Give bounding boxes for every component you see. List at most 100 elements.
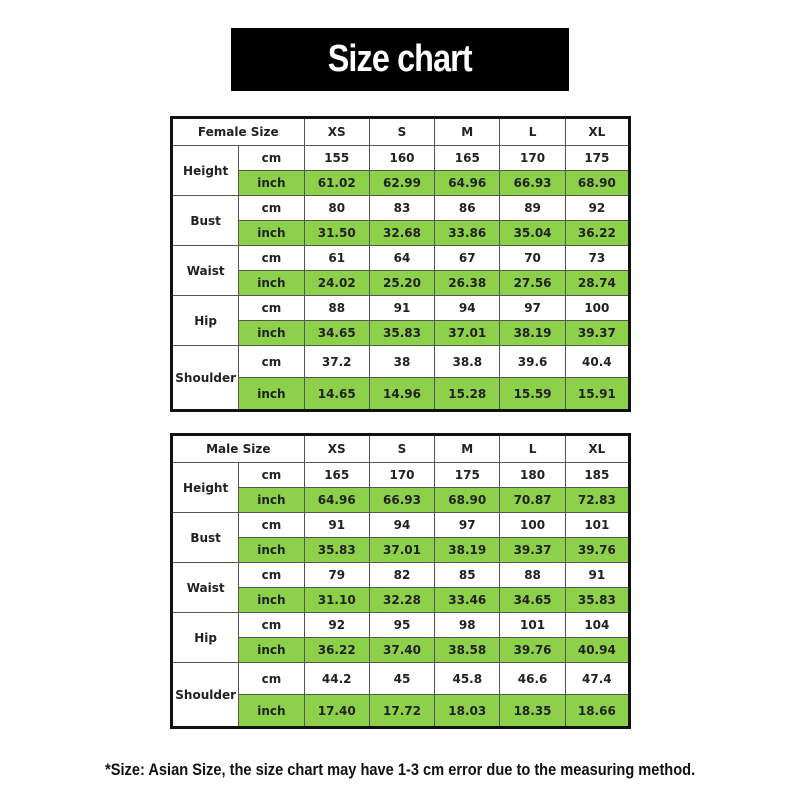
table-row: Height cm 165 170 175 180 185 — [170, 462, 631, 513]
cm-value: 101 — [564, 512, 631, 538]
cm-value: 70 — [499, 245, 566, 271]
cm-value: 38.8 — [434, 345, 501, 378]
size-header: L — [499, 434, 566, 463]
cm-value: 185 — [564, 462, 631, 488]
cm-value: 94 — [434, 295, 501, 321]
cm-value: 46.6 — [499, 662, 566, 695]
page-title: Size chart — [231, 28, 569, 91]
inch-value: 17.40 — [303, 694, 370, 728]
table-row: Shoulder cm 37.2 38 38.8 39.6 40.4 — [170, 345, 631, 411]
inch-value: 37.01 — [434, 320, 501, 346]
table-row: Bust cm 80 83 86 89 92 — [170, 195, 631, 246]
table-row: inch 24.02 25.20 26.38 27.56 28.74 — [172, 270, 631, 296]
cm-value: 92 — [303, 612, 370, 638]
unit-label: inch — [238, 487, 305, 513]
inch-value: 35.83 — [303, 537, 370, 563]
table-row: inch 36.22 37.40 38.58 39.76 40.94 — [172, 637, 631, 663]
inch-value: 31.50 — [303, 220, 370, 246]
cm-value: 89 — [499, 195, 566, 221]
table-row: inch 31.50 32.68 33.86 35.04 36.22 — [172, 220, 631, 246]
inch-value: 38.58 — [434, 637, 501, 663]
unit-label: cm — [238, 512, 305, 538]
cm-value: 45 — [368, 662, 436, 695]
inch-value: 33.86 — [434, 220, 501, 246]
measurement-label: Hip — [170, 612, 240, 663]
cm-value: 88 — [499, 562, 566, 588]
cm-value: 92 — [564, 195, 631, 221]
cm-value: 47.4 — [564, 662, 631, 695]
size-header: XL — [564, 117, 631, 146]
table-row: Waist cm 61 64 67 70 73 — [170, 245, 631, 296]
table-row: inch 31.10 32.28 33.46 34.65 35.83 — [172, 587, 631, 613]
cm-value: 170 — [499, 145, 566, 171]
cm-value: 73 — [564, 245, 631, 271]
male-size-table: Male Size XS S M L XL Height cm 165 170 175 180 185 i… — [170, 433, 631, 729]
size-header: XL — [564, 434, 631, 463]
cm-value: 97 — [434, 512, 501, 538]
cm-value: 170 — [368, 462, 436, 488]
table-row: inch 61.02 62.99 64.96 66.93 68.90 — [172, 170, 631, 196]
unit-label: cm — [238, 612, 305, 638]
inch-value: 62.99 — [368, 170, 436, 196]
inch-value: 64.96 — [434, 170, 501, 196]
cm-value: 155 — [303, 145, 370, 171]
inch-value: 34.65 — [499, 587, 566, 613]
inch-value: 15.59 — [499, 377, 566, 411]
inch-value: 18.35 — [499, 694, 566, 728]
cm-value: 91 — [303, 512, 370, 538]
cm-value: 83 — [368, 195, 436, 221]
inch-value: 27.56 — [499, 270, 566, 296]
table-row: Height cm 155 160 165 170 175 — [170, 145, 631, 196]
inch-value: 39.76 — [499, 637, 566, 663]
cm-value: 175 — [564, 145, 631, 171]
inch-value: 66.93 — [499, 170, 566, 196]
footnote: *Size: Asian Size, the size chart may ha… — [0, 760, 800, 780]
cm-value: 101 — [499, 612, 566, 638]
size-header: M — [434, 117, 501, 146]
cm-value: 98 — [434, 612, 501, 638]
table-row: Hip cm 92 95 98 101 104 — [170, 612, 631, 663]
cm-value: 104 — [564, 612, 631, 638]
cm-value: 88 — [303, 295, 370, 321]
table-row: Waist cm 79 82 85 88 91 — [170, 562, 631, 613]
measurement-label: Shoulder — [170, 345, 240, 411]
inch-value: 38.19 — [434, 537, 501, 563]
unit-label: inch — [238, 587, 305, 613]
table-header: Male Size — [171, 434, 305, 463]
table-row: inch 34.65 35.83 37.01 38.19 39.37 — [172, 320, 631, 346]
cm-value: 175 — [434, 462, 501, 488]
unit-label: cm — [238, 562, 305, 588]
unit-label: inch — [238, 220, 305, 246]
unit-label: cm — [238, 662, 305, 695]
cm-value: 100 — [564, 295, 631, 321]
table-row: inch 14.65 14.96 15.28 15.59 15.91 — [172, 377, 631, 411]
inch-value: 38.19 — [499, 320, 566, 346]
inch-value: 14.96 — [368, 377, 436, 411]
unit-label: cm — [238, 145, 305, 171]
measurement-label: Shoulder — [170, 662, 240, 728]
unit-label: inch — [238, 320, 305, 346]
unit-label: cm — [238, 295, 305, 321]
cm-value: 180 — [499, 462, 566, 488]
size-header: L — [499, 117, 566, 146]
size-header: S — [368, 117, 436, 146]
cm-value: 97 — [499, 295, 566, 321]
measurement-label: Height — [170, 145, 240, 196]
cm-value: 40.4 — [564, 345, 631, 378]
unit-label: inch — [238, 377, 305, 411]
inch-value: 25.20 — [368, 270, 436, 296]
measurement-label: Bust — [170, 195, 240, 246]
table-row: Shoulder cm 44.2 45 45.8 46.6 47.4 — [170, 662, 631, 728]
inch-value: 37.40 — [368, 637, 436, 663]
inch-value: 68.90 — [564, 170, 631, 196]
inch-value: 32.68 — [368, 220, 436, 246]
inch-value: 36.22 — [564, 220, 631, 246]
inch-value: 18.03 — [434, 694, 501, 728]
table-row: Bust cm 91 94 97 100 101 — [170, 512, 631, 563]
inch-value: 33.46 — [434, 587, 501, 613]
inch-value: 61.02 — [303, 170, 370, 196]
cm-value: 44.2 — [303, 662, 370, 695]
inch-value: 17.72 — [368, 694, 436, 728]
cm-value: 67 — [434, 245, 501, 271]
cm-value: 95 — [368, 612, 436, 638]
